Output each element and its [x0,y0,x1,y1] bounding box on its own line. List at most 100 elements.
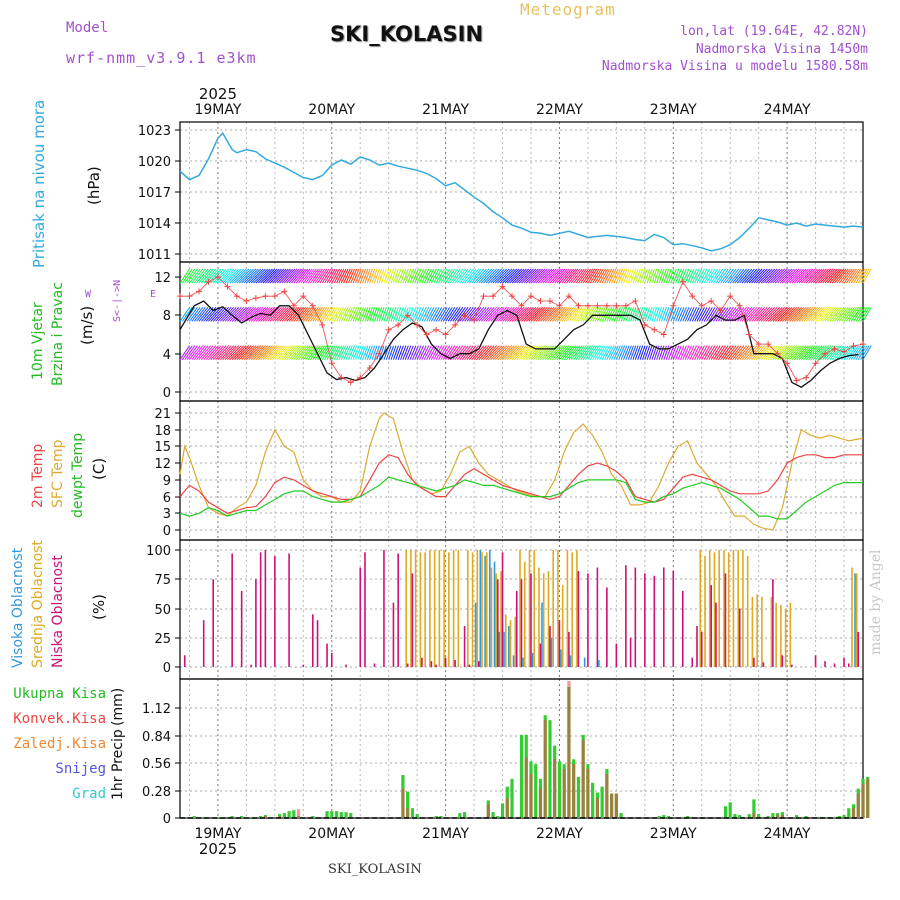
wind-barb [480,345,495,361]
wind-barb [383,268,390,284]
wind-barb [855,268,866,284]
wind-barb [307,268,319,284]
wind-barb [734,345,747,360]
wind-barb [843,307,855,322]
wind-barb [668,268,675,284]
precip-conv-bar [572,764,576,818]
wind-barb [732,307,745,322]
wind-barb [352,268,360,284]
wind-barb [632,345,639,360]
wind-barb [615,345,623,360]
wind-barb [580,307,591,322]
wind-barb [708,307,719,322]
wind-barb [684,345,692,360]
precip-total-bar [804,816,808,818]
wind-barb [805,306,821,322]
wind-barb [331,307,340,322]
wind-barb [596,345,606,360]
wind-barb [587,268,598,284]
wind-barb [708,345,719,360]
wind-barb [715,345,726,360]
wind-barb [710,345,721,360]
wind-barb [331,268,340,284]
wind-barb [753,345,768,361]
temperature-tick-label: 18 [154,424,171,439]
wind-barb [350,268,358,284]
wind-barb [841,307,853,322]
wind-barb [641,307,648,322]
wind-barb [222,345,237,361]
wind-barb [812,268,827,284]
wind-barb [312,307,323,322]
wind-barb [454,307,466,322]
wind-barb [561,268,575,284]
wind-barb [369,268,376,284]
sfc-temp-line [179,412,864,531]
model-label: Model [66,20,109,36]
wind-barb [400,307,407,322]
wind-barb [563,268,577,284]
wind-barb [637,268,644,284]
wind-barb [518,306,534,322]
wind-barb [390,345,397,360]
wind-barb [703,307,713,322]
wind-barb [255,268,271,284]
wind-barb [238,268,254,284]
wind-barb [753,268,768,284]
wind-barb [310,307,321,322]
wind-barb [559,268,572,284]
wind-barb [392,268,399,284]
wind-barb [831,345,845,360]
wind-barb [632,268,639,284]
wind-barb [853,307,864,322]
wind-barb [243,345,259,361]
wind-barb [246,268,262,284]
precip-total-bar [334,811,339,818]
wind-barb [630,345,637,360]
wind-barb [345,307,353,322]
wind-barb [589,345,600,360]
wind-barb [385,307,392,322]
precip-conv-bar [595,798,599,818]
wind-barb [758,268,773,284]
wind-barb [521,306,537,322]
wind-barb [411,268,419,284]
wind-barb [758,345,773,361]
wind-barb [457,345,469,360]
wind-barb [383,307,390,322]
wind-barb [836,268,849,284]
wind-barb [653,307,660,322]
wind-barb [525,306,541,322]
wind-barb [535,306,550,322]
wind-barb [373,268,380,284]
wind-barb [782,345,798,361]
precip-total-bar [534,764,538,818]
wind-barb [528,345,544,361]
wind-barb [433,307,443,322]
wind-barb [307,307,319,322]
wind-barb [632,307,639,322]
precip-total-bar [723,806,728,818]
wind-barb [395,307,402,322]
wind-barb [314,345,326,360]
wind-barb [746,268,760,284]
wind-barb [179,307,191,322]
wind-barb [637,345,644,360]
wind-barb [276,306,291,322]
day-label-bottom: 19MAY [194,826,241,842]
wind-barb [782,306,798,322]
year-label-bottom: 2025 [199,840,237,858]
wind-barb [679,268,687,284]
wind-barb [848,345,859,360]
wind-barb [596,268,606,284]
wind-barb [300,307,313,322]
wind-barb [689,307,698,322]
wind-barb [656,268,663,284]
wind-barb [253,306,269,322]
wind-barb [219,268,235,284]
wind-barb [366,307,373,322]
wind-barb [227,345,242,361]
precip-total-bar [287,811,291,818]
wind-barb [217,268,232,284]
precip-total-bar [794,815,799,818]
